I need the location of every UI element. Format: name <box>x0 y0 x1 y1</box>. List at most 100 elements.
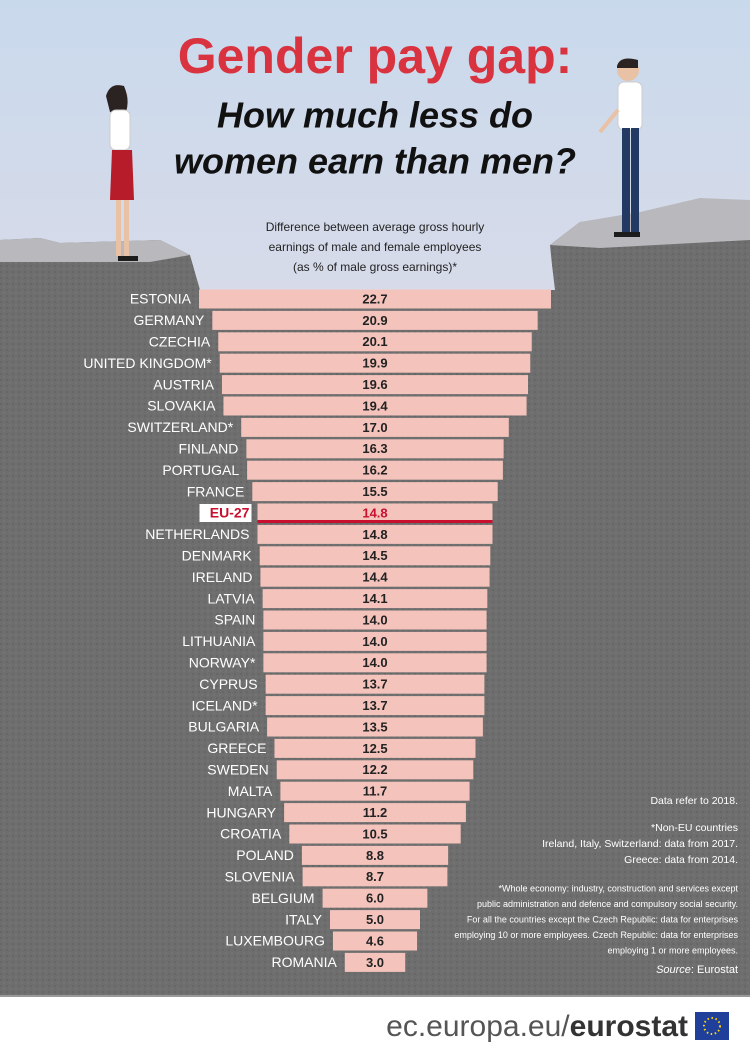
value-label: 14.0 <box>362 612 387 627</box>
bar <box>257 524 493 544</box>
value-label: 12.2 <box>362 762 387 777</box>
category-label: FRANCE <box>187 483 245 499</box>
value-label: 6.0 <box>366 891 384 906</box>
bar <box>212 310 538 330</box>
bar <box>265 696 485 716</box>
value-label: 11.2 <box>363 805 388 820</box>
woman-figure <box>106 85 138 261</box>
value-label: 8.7 <box>366 869 384 884</box>
value-label: 19.6 <box>362 377 387 392</box>
note: employing 10 or more employees. Czech Re… <box>454 930 738 940</box>
category-label: AUSTRIA <box>153 376 214 392</box>
left-cliff <box>0 238 190 262</box>
value-label: 3.0 <box>366 955 384 970</box>
category-label: UNITED KINGDOM* <box>83 355 212 371</box>
note: Ireland, Italy, Switzerland: data from 2… <box>542 838 738 850</box>
category-label: GERMANY <box>134 312 205 328</box>
source-label: Source <box>656 964 691 976</box>
value-label: 12.5 <box>362 741 387 756</box>
value-label: 20.9 <box>362 313 387 328</box>
value-label: 14.0 <box>362 655 387 670</box>
bar <box>219 353 531 373</box>
value-label: 16.2 <box>362 463 387 478</box>
value-label: 5.0 <box>366 912 384 927</box>
bar <box>265 674 485 694</box>
footer <box>0 996 750 1056</box>
value-label: 13.7 <box>362 698 387 713</box>
bar <box>322 888 428 908</box>
bar <box>284 803 466 823</box>
category-label: BULGARIA <box>188 719 259 735</box>
category-label: FINLAND <box>178 441 238 457</box>
footer-brand: eurostat <box>570 1010 688 1043</box>
man-figure <box>598 58 643 237</box>
category-label: MALTA <box>228 783 273 799</box>
value-label: 13.7 <box>362 677 387 692</box>
category-label: NORWAY* <box>189 655 256 671</box>
value-label: 8.8 <box>366 848 384 863</box>
notes: Data refer to 2018. *Non-EU countries Irel… <box>454 795 738 956</box>
bar <box>259 546 491 566</box>
value-label: 14.1 <box>362 591 387 606</box>
value-label: 14.0 <box>362 634 387 649</box>
description: earnings of male and female employees <box>269 240 482 254</box>
value-label: 10.5 <box>362 826 387 841</box>
bar <box>260 567 490 587</box>
bar <box>218 332 532 352</box>
bar <box>262 589 488 609</box>
note: Data refer to 2018. <box>650 795 738 807</box>
category-label: POLAND <box>236 847 294 863</box>
bar <box>280 781 470 801</box>
right-ground <box>550 205 750 996</box>
category-label: EU-27 <box>210 505 250 521</box>
value-label: 20.1 <box>362 334 387 349</box>
category-label: DENMARK <box>182 548 253 564</box>
bar <box>247 460 503 480</box>
category-label: SWEDEN <box>207 762 268 778</box>
bar <box>302 867 448 887</box>
value-label: 15.5 <box>362 484 387 499</box>
note: *Whole economy: industry, construction a… <box>499 883 739 893</box>
value-label: 17.0 <box>362 420 387 435</box>
value-label: 13.5 <box>362 719 387 734</box>
value-label: 14.5 <box>362 548 387 563</box>
bar <box>263 653 487 673</box>
note: employing 1 or more employees. <box>607 945 738 955</box>
note: Greece: data from 2014. <box>624 854 738 866</box>
category-label: ICELAND* <box>191 697 258 713</box>
category-label: CZECHIA <box>149 334 211 350</box>
subtitle: How much less do <box>217 95 533 136</box>
bar <box>241 417 509 437</box>
eu-flag <box>695 1012 729 1040</box>
highlight-label-box <box>199 504 252 522</box>
value-label: 14.8 <box>362 527 387 542</box>
category-label: LUXEMBOURG <box>225 933 325 949</box>
description: Difference between average gross hourly <box>266 220 485 234</box>
bar <box>257 503 493 523</box>
value-label: 22.7 <box>362 291 387 306</box>
category-label: LITHUANIA <box>182 633 256 649</box>
bar <box>263 610 487 630</box>
left-ground <box>0 238 200 996</box>
value-label: 4.6 <box>366 933 384 948</box>
category-label: SPAIN <box>214 612 255 628</box>
bar <box>223 396 527 416</box>
category-label: BELGIUM <box>252 890 315 906</box>
bar <box>221 375 529 395</box>
bar <box>263 631 487 651</box>
value-label: 14.8 <box>362 505 387 520</box>
category-label: ESTONIA <box>130 291 192 307</box>
bars: ESTONIA 22.7 GERMANY 20.9 CZECHIA 20.1 UNITED … <box>83 289 551 972</box>
bar <box>276 760 474 780</box>
bar <box>274 738 476 758</box>
title: Gender pay gap: <box>178 28 573 84</box>
category-label: NETHERLANDS <box>145 526 249 542</box>
value-label: 19.9 <box>362 356 387 371</box>
value-label: 11.7 <box>363 784 388 799</box>
category-label: LATVIA <box>207 590 255 606</box>
description: (as % of male gross earnings)* <box>293 260 457 274</box>
bar <box>267 717 483 737</box>
category-label: ROMANIA <box>271 954 337 970</box>
category-label: IRELAND <box>192 569 253 585</box>
